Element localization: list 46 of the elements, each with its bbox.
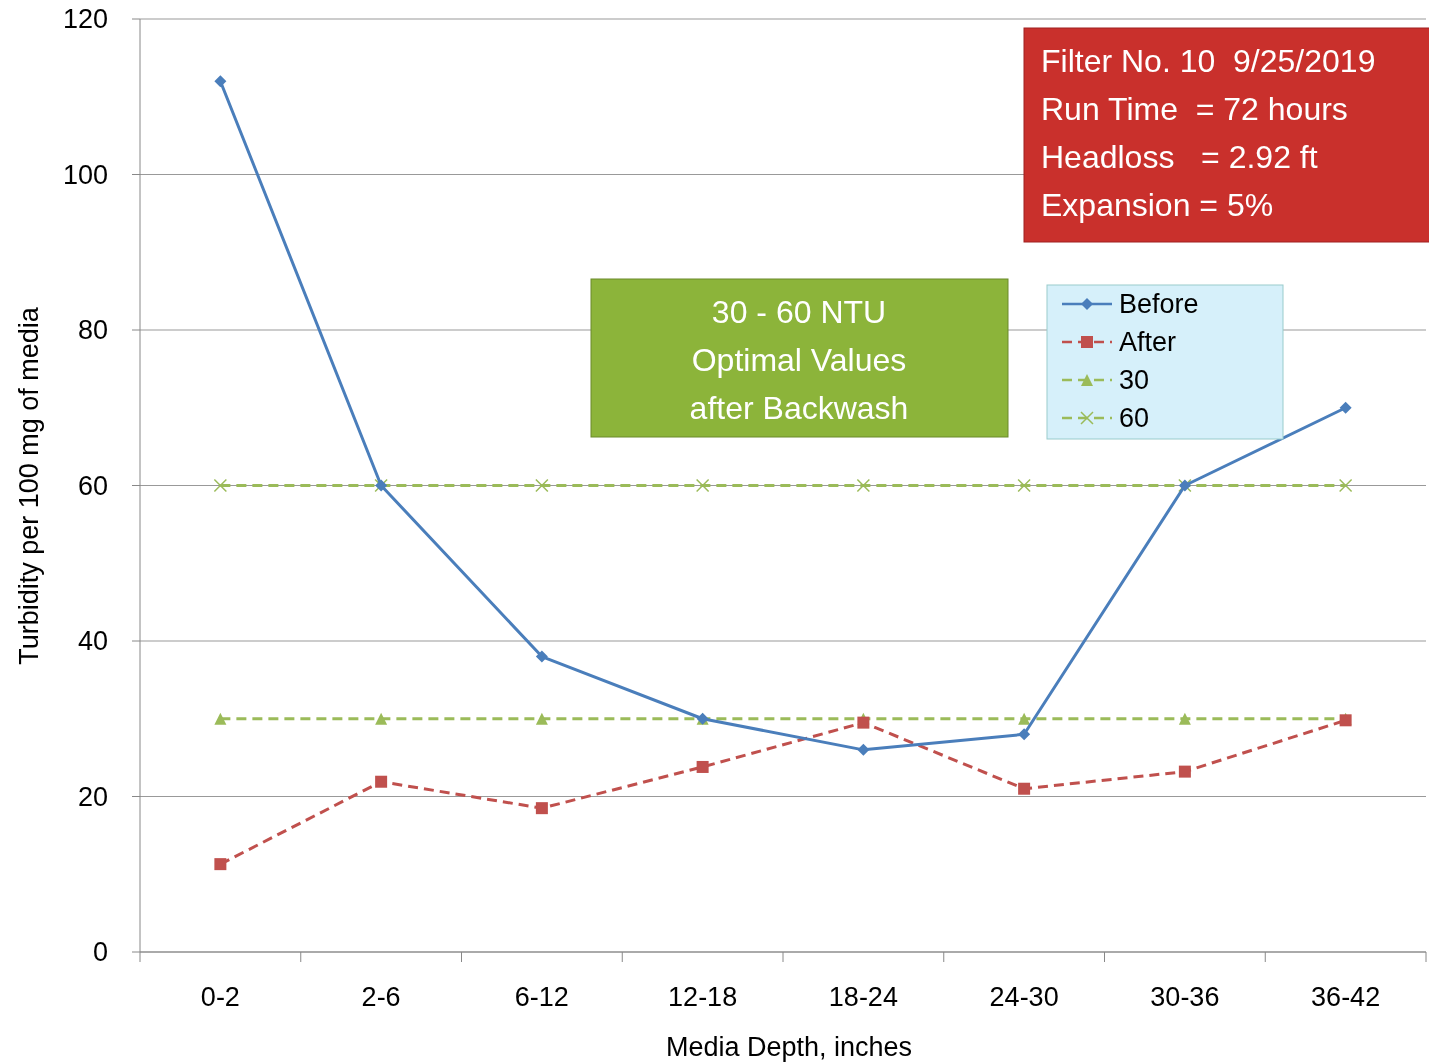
point	[857, 716, 870, 729]
point	[1018, 728, 1031, 741]
y-tick-label: 0	[92, 937, 108, 967]
legend-label: 60	[1119, 403, 1150, 433]
y-tick-label: 100	[62, 159, 108, 190]
y-axis-title: Turbidity per 100 mg of media	[14, 306, 44, 665]
annotation: 30 - 60 NTU Optimal Values after Backwash	[689, 294, 909, 426]
legend-label: Before	[1119, 289, 1199, 319]
point	[1018, 712, 1031, 725]
point	[535, 650, 548, 663]
point	[535, 478, 549, 493]
x-tick-label: 36-42	[1311, 982, 1381, 1012]
point	[696, 760, 709, 773]
point	[1178, 765, 1191, 778]
point	[375, 775, 388, 788]
point	[214, 858, 227, 871]
x-axis-title: Media Depth, inches	[665, 1032, 913, 1062]
point	[213, 478, 228, 493]
x-tick-label: 2-6	[361, 982, 401, 1012]
x-tick-label: 18-24	[828, 982, 898, 1012]
point	[1017, 478, 1031, 493]
y-tick-label: 80	[77, 315, 108, 345]
point	[857, 743, 870, 756]
point	[1018, 782, 1031, 795]
point	[214, 712, 227, 725]
legend-label: 30	[1119, 365, 1150, 395]
y-tick-label: 120	[62, 4, 108, 34]
x-tick-label: 24-30	[989, 982, 1059, 1012]
point	[535, 712, 548, 725]
y-tick-label: 20	[77, 781, 108, 812]
point	[375, 712, 388, 725]
point	[535, 802, 548, 815]
x-tick-label: 6-12	[514, 982, 569, 1012]
y-tick-label: 60	[77, 470, 108, 501]
point	[695, 478, 710, 493]
point	[1339, 401, 1352, 414]
y-tick-label: 40	[77, 626, 108, 656]
point	[856, 478, 871, 493]
point	[214, 75, 227, 88]
x-tick-label: 12-18	[668, 982, 738, 1012]
x-tick-label: 30-36	[1150, 982, 1220, 1012]
legend-label: After	[1119, 327, 1177, 357]
annotation: Filter No. 10 9/25/2019 Run Time = 72 hours Headloss = 2.92 ft Expansion = 5%	[1041, 43, 1376, 223]
point	[1338, 478, 1353, 493]
x-tick-label: 0-2	[200, 982, 240, 1012]
point	[1178, 712, 1191, 725]
